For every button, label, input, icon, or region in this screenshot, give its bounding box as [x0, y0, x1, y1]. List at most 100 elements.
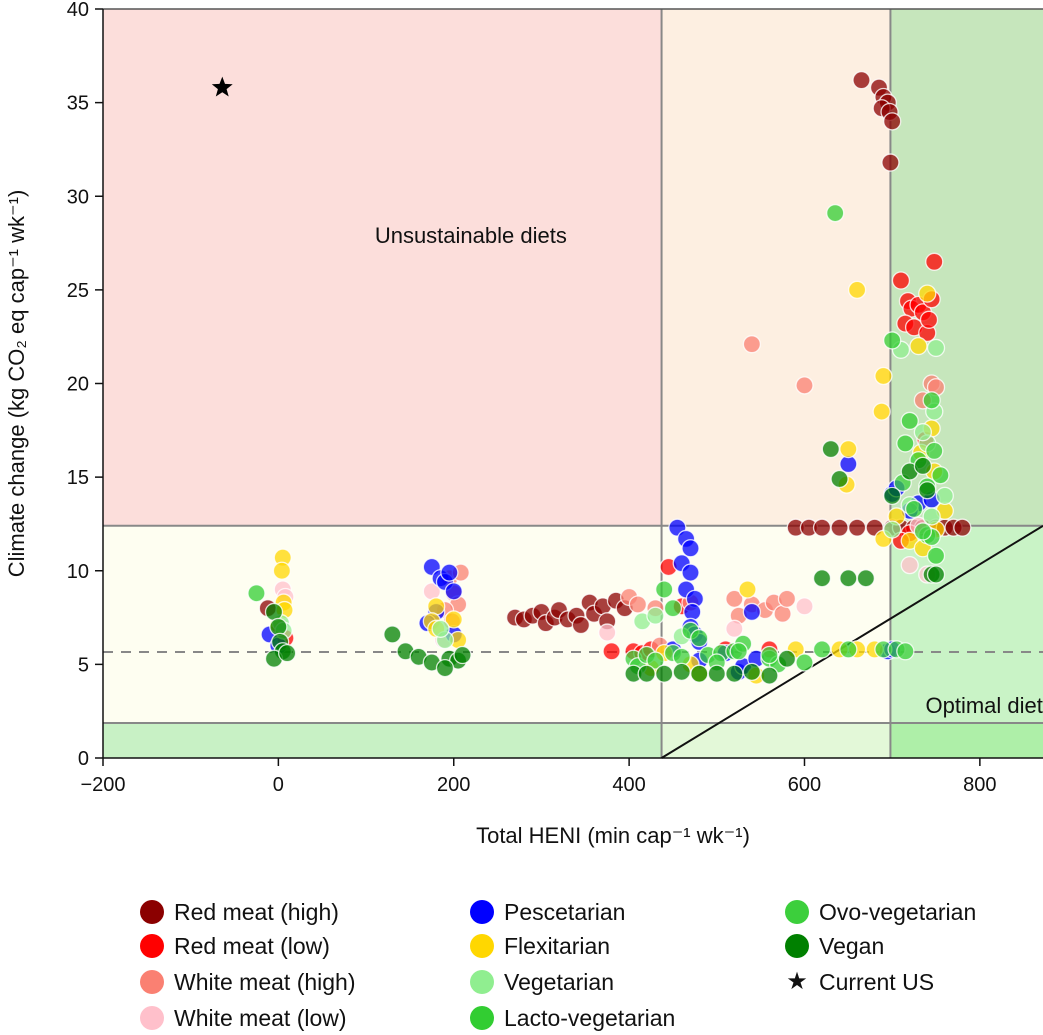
legend-label: Vegan	[819, 933, 884, 960]
data-point-vegan	[270, 618, 287, 635]
x-tick-label: 200	[437, 774, 470, 796]
data-point-vegan	[265, 603, 282, 620]
legend-item-pescetarian: Pescetarian	[470, 895, 625, 929]
star-icon: ★	[785, 970, 809, 994]
data-point-vegan	[673, 663, 690, 680]
legend-item-white-meat-low: White meat (low)	[140, 1001, 347, 1035]
x-tick-label: −200	[80, 774, 125, 796]
data-point-pescetarian	[682, 540, 699, 557]
annotation-unsustainable-diets: Unsustainable diets	[375, 223, 567, 248]
region-bottom-right	[890, 723, 1043, 758]
data-point-vegetarian	[432, 620, 449, 637]
legend-label: White meat (high)	[174, 969, 356, 996]
data-point-white-meat-high	[796, 377, 813, 394]
region-bottom-middle	[662, 723, 891, 758]
data-point-lacto-vegetarian	[248, 585, 265, 602]
circle-marker-icon	[470, 1006, 494, 1030]
data-point-ovo-vegetarian	[926, 442, 943, 459]
data-point-red-meat-high	[849, 519, 866, 536]
data-point-vegan	[914, 457, 931, 474]
y-tick-label: 20	[67, 374, 89, 396]
circle-marker-icon	[140, 1006, 164, 1030]
data-point-red-meat-high	[884, 113, 901, 130]
y-axis-title: Climate change (kg CO₂ eq cap⁻¹ wk⁻¹)	[4, 190, 29, 578]
y-tick-label: 40	[67, 0, 89, 21]
data-point-white-meat-high	[774, 605, 791, 622]
legend-item-white-meat-high: White meat (high)	[140, 965, 356, 999]
data-point-lacto-vegetarian	[906, 500, 923, 517]
data-point-red-meat-high	[954, 519, 971, 536]
data-point-lacto-vegetarian	[932, 467, 949, 484]
data-point-red-meat-high	[814, 519, 831, 536]
data-point-vegetarian	[928, 339, 945, 356]
data-point-white-meat-low	[901, 557, 918, 574]
data-point-vegan	[454, 647, 471, 664]
circle-marker-icon	[140, 900, 164, 924]
data-point-flexitarian	[273, 562, 290, 579]
data-point-white-meat-low	[726, 620, 743, 637]
data-point-vegan	[778, 650, 795, 667]
data-point-flexitarian	[840, 441, 857, 458]
data-point-flexitarian	[919, 285, 936, 302]
circle-marker-icon	[785, 900, 809, 924]
legend-label: Pescetarian	[504, 899, 625, 926]
data-point-vegan	[857, 570, 874, 587]
legend-label: Vegetarian	[504, 969, 614, 996]
x-tick-label: 400	[612, 774, 645, 796]
legend-label: Current US	[819, 969, 934, 996]
data-point-flexitarian	[875, 368, 892, 385]
data-point-white-meat-low	[599, 624, 616, 641]
data-point-flexitarian	[739, 581, 756, 598]
data-point-vegan	[928, 566, 945, 583]
legend-label: White meat (low)	[174, 1005, 347, 1032]
data-point-vegetarian	[647, 607, 664, 624]
data-point-white-meat-high	[743, 336, 760, 353]
y-tick-label: 0	[78, 748, 89, 770]
data-point-flexitarian	[910, 338, 927, 355]
data-point-lacto-vegetarian	[897, 435, 914, 452]
data-point-ovo-vegetarian	[914, 523, 931, 540]
data-point-red-meat-high	[882, 154, 899, 171]
y-tick-label: 5	[78, 654, 89, 676]
data-point-vegetarian	[884, 521, 901, 538]
data-point-flexitarian	[873, 403, 890, 420]
legend-item-red-meat-low: Red meat (low)	[140, 929, 330, 963]
data-point-lacto-vegetarian	[901, 412, 918, 429]
data-point-vegetarian	[923, 508, 940, 525]
data-point-ovo-vegetarian	[897, 643, 914, 660]
data-point-white-meat-high	[778, 590, 795, 607]
data-point-vegan	[814, 570, 831, 587]
data-point-vegan	[822, 441, 839, 458]
data-point-vegan	[884, 487, 901, 504]
y-tick-label: 15	[67, 467, 89, 489]
data-point-vegan	[691, 665, 708, 682]
data-point-lacto-vegetarian	[796, 654, 813, 671]
data-point-pescetarian	[684, 603, 701, 620]
y-tick-label: 25	[67, 280, 89, 302]
data-point-lacto-vegetarian	[656, 581, 673, 598]
legend-item-vegan: Vegan	[785, 929, 884, 963]
data-point-vegan	[840, 570, 857, 587]
data-point-red-meat-low	[892, 272, 909, 289]
data-point-white-meat-high	[629, 596, 646, 613]
data-point-vegan	[726, 665, 743, 682]
data-point-red-meat-high	[853, 72, 870, 89]
circle-marker-icon	[785, 934, 809, 958]
data-point-flexitarian	[428, 598, 445, 615]
legend-label: Flexitarian	[504, 933, 610, 960]
annotation-optimal-diets: Optimal diets	[926, 693, 1043, 718]
data-point-white-meat-low	[796, 598, 813, 615]
legend-item-ovo-vegetarian: Ovo-vegetarian	[785, 895, 976, 929]
data-point-pescetarian	[441, 564, 458, 581]
y-tick-label: 10	[67, 561, 89, 583]
legend-item-lacto-vegetarian: Lacto-vegetarian	[470, 1001, 675, 1035]
legend-item-vegetarian: Vegetarian	[470, 965, 614, 999]
data-point-flexitarian	[849, 281, 866, 298]
data-point-lacto-vegetarian	[840, 641, 857, 658]
data-point-vegan	[384, 626, 401, 643]
data-point-pescetarian	[682, 564, 699, 581]
region-middle	[103, 526, 890, 723]
data-point-vegan	[708, 665, 725, 682]
data-point-lacto-vegetarian	[664, 600, 681, 617]
